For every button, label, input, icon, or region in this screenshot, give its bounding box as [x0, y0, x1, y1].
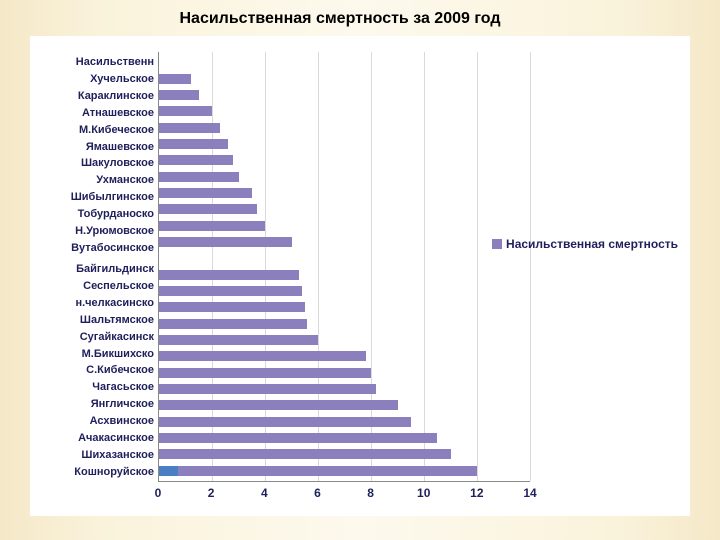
- chart-container: Насильственн Хучельское Караклинское Атнаше…: [30, 36, 690, 516]
- x-tick-label: 4: [261, 486, 268, 500]
- bar: [159, 155, 233, 165]
- bar: [159, 221, 265, 231]
- legend-label: Насильственная смертность: [506, 237, 678, 251]
- bar: [159, 319, 307, 329]
- y-tick-label: Н.Урюмовское: [30, 225, 154, 237]
- bar-row: [159, 220, 530, 232]
- bar: [159, 417, 411, 427]
- bar-row: [159, 383, 530, 395]
- bar: [159, 449, 451, 459]
- x-tick-label: 14: [523, 486, 536, 500]
- y-tick-label: Шихазанское: [30, 449, 154, 461]
- bar: [159, 286, 302, 296]
- bar-row: [159, 350, 530, 362]
- x-tick-label: 8: [367, 486, 374, 500]
- bar-row: [159, 187, 530, 199]
- page-title: Насильственная смертность за 2009 год: [0, 0, 720, 36]
- y-tick-label: Сугайкасинск: [30, 331, 154, 343]
- bar: [159, 106, 212, 116]
- y-tick-label: Сеспельское: [30, 280, 154, 292]
- y-tick-label: Ухманское: [30, 174, 154, 186]
- bar-row: [159, 105, 530, 117]
- bar: [159, 90, 199, 100]
- bar: [159, 433, 437, 443]
- legend-swatch: [492, 239, 502, 249]
- bar: [159, 237, 292, 247]
- y-tick-label: Шальтямское: [30, 314, 154, 326]
- y-tick-label: н.челкасинско: [30, 297, 154, 309]
- bar-row: [159, 301, 530, 313]
- y-tick-label: Янгличское: [30, 398, 154, 410]
- y-tick-label: Байгильдинск: [30, 263, 154, 275]
- bar-row: [159, 138, 530, 150]
- bar: [159, 188, 252, 198]
- bar-row: [159, 56, 530, 68]
- bar-row: [159, 73, 530, 85]
- y-tick-label: Тобурданоско: [30, 208, 154, 220]
- bar: [159, 123, 220, 133]
- y-tick-label: Хучельское: [30, 73, 154, 85]
- bar: [159, 351, 366, 361]
- y-axis-labels: Насильственн Хучельское Караклинское Атнаше…: [30, 52, 154, 482]
- y-tick-label: Караклинское: [30, 90, 154, 102]
- bar-row: [159, 318, 530, 330]
- bar-row: [159, 416, 530, 428]
- y-tick-label: Вутабосинское: [30, 242, 154, 254]
- y-tick-label: С.Кибечское: [30, 364, 154, 376]
- bar-row: [159, 334, 530, 346]
- y-tick-label: М.Бикшихско: [30, 348, 154, 360]
- plot-area: [158, 52, 530, 482]
- bar-row: [159, 432, 530, 444]
- bar: [159, 74, 191, 84]
- y-tick-label: Шибылгинское: [30, 191, 154, 203]
- bar: [159, 384, 376, 394]
- x-tick-label: 0: [155, 486, 162, 500]
- gridline: [530, 52, 531, 481]
- x-tick-label: 2: [208, 486, 215, 500]
- y-tick-label: Кошноруйское: [30, 466, 154, 478]
- x-tick-label: 12: [470, 486, 483, 500]
- bar: [159, 466, 477, 476]
- bars: [159, 52, 530, 481]
- bar-secondary: [159, 466, 178, 476]
- bar: [159, 400, 398, 410]
- bar: [159, 139, 228, 149]
- bar-row: [159, 285, 530, 297]
- x-tick-label: 10: [417, 486, 430, 500]
- x-axis-labels: 02468101214: [158, 486, 530, 506]
- bar-row: [159, 89, 530, 101]
- bar-row: [159, 236, 530, 248]
- bar-row: [159, 203, 530, 215]
- bar-row: [159, 367, 530, 379]
- y-tick-label: Ямашевское: [30, 141, 154, 153]
- bar-row: [159, 448, 530, 460]
- y-tick-label: Ачакасинское: [30, 432, 154, 444]
- bar: [159, 368, 371, 378]
- bar-row: [159, 171, 530, 183]
- y-tick-label: Асхвинское: [30, 415, 154, 427]
- bar: [159, 270, 299, 280]
- y-tick-label: Шакуловское: [30, 157, 154, 169]
- bar-row: [159, 154, 530, 166]
- legend: Насильственная смертность: [492, 236, 678, 251]
- bar: [159, 172, 239, 182]
- bar-row: [159, 399, 530, 411]
- y-tick-label: М.Кибеческое: [30, 124, 154, 136]
- y-tick-label: Атнашевское: [30, 107, 154, 119]
- y-tick-label: Чагасьское: [30, 381, 154, 393]
- bar-row: [159, 465, 530, 477]
- y-tick-label: Насильственн: [30, 56, 154, 68]
- bar: [159, 302, 305, 312]
- bar-row: [159, 269, 530, 281]
- bar: [159, 204, 257, 214]
- bar: [159, 335, 318, 345]
- bar-row: [159, 122, 530, 134]
- x-tick-label: 6: [314, 486, 321, 500]
- bar-row: [159, 252, 530, 264]
